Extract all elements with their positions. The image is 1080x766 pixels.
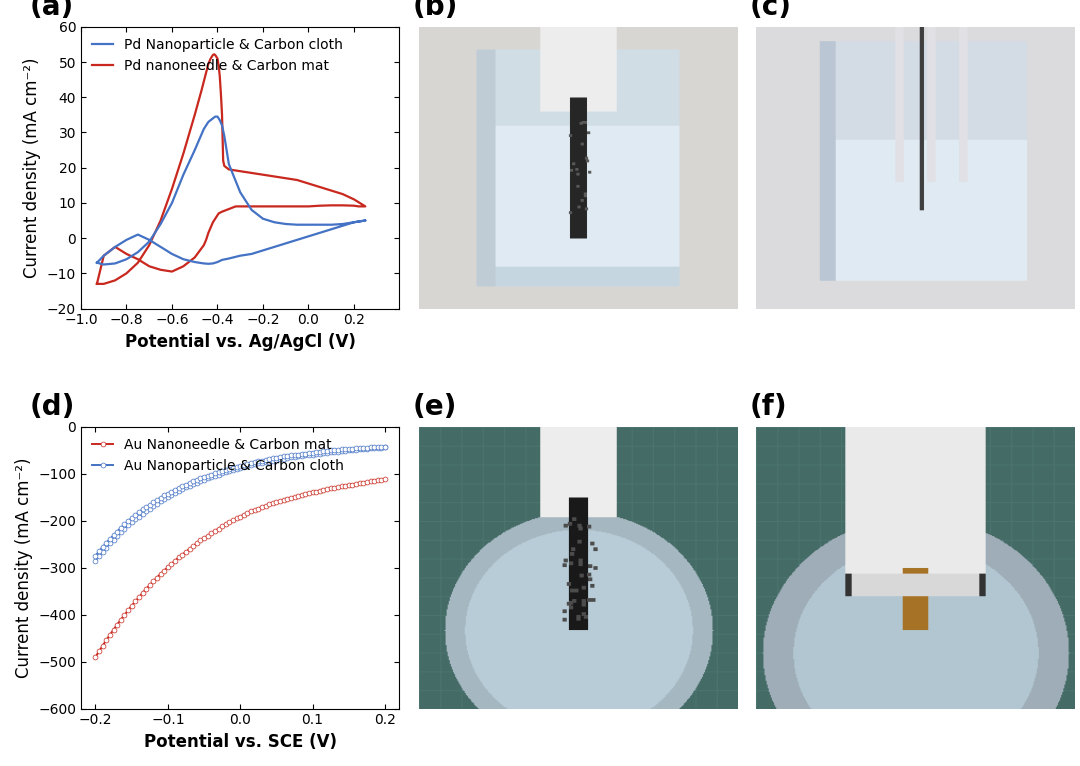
Y-axis label: Current density (mA cm⁻²): Current density (mA cm⁻²): [24, 57, 41, 278]
Au Nanoparticle & Carbon cloth: [270, 453, 283, 463]
Pd nanoneedle & Carbon mat: [202, 228, 215, 237]
Pd Nanoparticle & Carbon cloth: [208, 112, 221, 121]
X-axis label: Potential vs. Ag/AgCl (V): Potential vs. Ag/AgCl (V): [125, 333, 355, 351]
Pd nanoneedle & Carbon mat: [91, 280, 104, 289]
Au Nanoneedle & Carbon mat: [302, 489, 315, 498]
Au Nanoneedle & Carbon mat: [324, 484, 337, 493]
Line: Pd Nanoparticle & Carbon cloth: Pd Nanoparticle & Carbon cloth: [97, 116, 365, 264]
Pd nanoneedle & Carbon mat: [208, 214, 221, 224]
Pd Nanoparticle & Carbon cloth: [302, 232, 315, 241]
Text: (f): (f): [750, 393, 787, 421]
Pd nanoneedle & Carbon mat: [207, 50, 220, 59]
Pd Nanoparticle & Carbon cloth: [97, 260, 110, 269]
Text: (d): (d): [30, 393, 76, 421]
Au Nanoneedle & Carbon mat: [378, 475, 391, 484]
Pd Nanoparticle & Carbon cloth: [256, 214, 269, 224]
Y-axis label: Current density (mA cm⁻²): Current density (mA cm⁻²): [15, 457, 32, 678]
X-axis label: Potential vs. SCE (V): Potential vs. SCE (V): [144, 733, 337, 751]
Au Nanoparticle & Carbon cloth: [378, 442, 391, 451]
Au Nanoneedle & Carbon mat: [89, 653, 102, 662]
Au Nanoparticle & Carbon cloth: [89, 552, 102, 561]
Pd nanoneedle & Carbon mat: [212, 209, 225, 218]
Pd Nanoparticle & Carbon cloth: [91, 258, 104, 267]
Pd nanoneedle & Carbon mat: [165, 267, 178, 276]
Pd nanoneedle & Carbon mat: [206, 218, 219, 227]
Au Nanoneedle & Carbon mat: [350, 479, 363, 488]
Au Nanoneedle & Carbon mat: [248, 506, 261, 515]
Line: Pd nanoneedle & Carbon mat: Pd nanoneedle & Carbon mat: [97, 54, 365, 284]
Au Nanoparticle & Carbon cloth: [248, 457, 261, 466]
Text: (e): (e): [413, 393, 457, 421]
Au Nanoparticle & Carbon cloth: [302, 449, 315, 458]
Text: (b): (b): [413, 0, 458, 21]
Au Nanoparticle & Carbon cloth: [350, 444, 363, 453]
Pd nanoneedle & Carbon mat: [91, 280, 104, 289]
Pd Nanoparticle & Carbon cloth: [154, 242, 167, 251]
Legend: Pd Nanoparticle & Carbon cloth, Pd nanoneedle & Carbon mat: Pd Nanoparticle & Carbon cloth, Pd nanon…: [87, 34, 347, 77]
Line: Au Nanoneedle & Carbon mat: Au Nanoneedle & Carbon mat: [93, 477, 388, 660]
Text: (c): (c): [750, 0, 792, 21]
Pd Nanoparticle & Carbon cloth: [348, 218, 361, 227]
Pd nanoneedle & Carbon mat: [154, 216, 167, 225]
Au Nanoneedle & Carbon mat: [270, 497, 283, 506]
Pd Nanoparticle & Carbon cloth: [91, 258, 104, 267]
Text: (a): (a): [30, 0, 75, 21]
Line: Au Nanoparticle & Carbon cloth: Au Nanoparticle & Carbon cloth: [93, 444, 388, 558]
Au Nanoneedle & Carbon mat: [339, 481, 352, 490]
Pd Nanoparticle & Carbon cloth: [206, 114, 219, 123]
Pd Nanoparticle & Carbon cloth: [213, 116, 226, 125]
Au Nanoparticle & Carbon cloth: [339, 445, 352, 454]
Legend: Au Nanoneedle & Carbon mat, Au Nanoparticle & Carbon cloth: Au Nanoneedle & Carbon mat, Au Nanoparti…: [87, 434, 348, 477]
Au Nanoparticle & Carbon cloth: [324, 446, 337, 455]
